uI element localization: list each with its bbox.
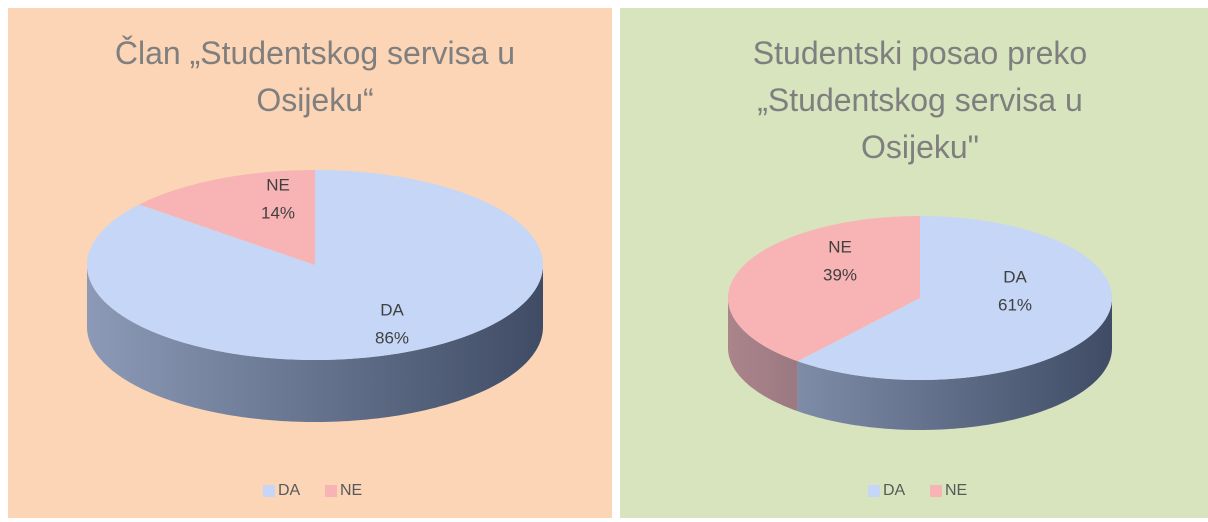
data-label-category: NE (266, 175, 290, 194)
slice-side (797, 298, 1112, 430)
data-label: 39% (823, 265, 857, 284)
legend-swatch (325, 485, 337, 497)
data-label: 14% (261, 203, 295, 222)
slice (139, 170, 315, 265)
legend-label: NE (945, 482, 967, 499)
chart-title: Studentski posao preko „Studentskog serv… (752, 35, 1088, 165)
data-label: 61% (998, 295, 1032, 314)
slice (87, 170, 543, 360)
data-label-category: NE (828, 237, 852, 256)
slice (728, 216, 920, 362)
legend-swatch (263, 485, 275, 497)
data-label: 86% (375, 328, 409, 347)
legend-label: NE (340, 482, 362, 499)
slice (797, 216, 1112, 380)
legend-swatch (868, 485, 880, 497)
data-label-category: DA (1003, 267, 1027, 286)
legend-label: DA (883, 482, 906, 499)
legend-swatch (930, 485, 942, 497)
slice-side (728, 298, 798, 412)
data-label-category: DA (380, 300, 404, 319)
chart-title: Član „Studentskog servisa u Osijeku“ (114, 35, 516, 118)
legend-label: DA (278, 482, 301, 499)
slice-side (87, 265, 543, 422)
